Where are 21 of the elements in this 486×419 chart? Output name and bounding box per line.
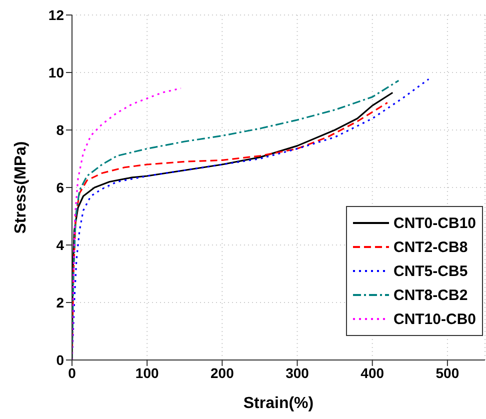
legend-label: CNT5-CB5 (393, 262, 468, 280)
legend-label: CNT0-CB10 (393, 214, 476, 232)
x-tick-label: 300 (286, 364, 310, 381)
line-series (72, 88, 182, 360)
x-axis-title: Strain(%) (243, 395, 314, 412)
x-tick-label: 200 (210, 364, 234, 381)
y-tick-label: 6 (56, 179, 64, 196)
x-tick-label: 100 (135, 364, 159, 381)
x-tick-label: 400 (360, 364, 384, 381)
legend-label: CNT2-CB8 (393, 238, 468, 256)
x-tick-label: 0 (68, 364, 76, 381)
x-tick-label: 500 (436, 364, 460, 381)
y-tick-label: 8 (56, 122, 64, 138)
y-tick-label: 12 (48, 6, 64, 23)
legend-label: CNT8-CB2 (393, 286, 468, 304)
legend-label: CNT10-CB0 (393, 310, 476, 328)
y-tick-label: 10 (48, 64, 64, 80)
y-tick-label: 4 (56, 236, 64, 253)
y-tick-label: 2 (56, 294, 64, 310)
y-tick-label: 0 (56, 352, 64, 368)
y-axis-title: Stress(MPa) (12, 141, 30, 234)
